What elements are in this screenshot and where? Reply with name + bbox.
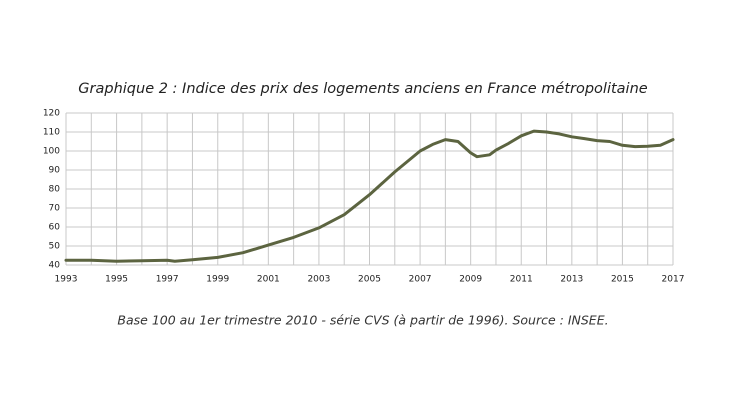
x-tick-label: 2011: [510, 275, 533, 285]
x-tick-label: 2007: [409, 275, 432, 285]
y-tick-label: 50: [49, 242, 61, 252]
x-tick-label: 2009: [459, 275, 482, 285]
x-tick-label: 1995: [105, 275, 128, 285]
x-tick-label: 2015: [611, 275, 634, 285]
y-tick-label: 120: [43, 109, 60, 119]
x-tick-label: 1993: [55, 275, 78, 285]
x-tick-label: 2013: [560, 275, 583, 285]
x-tick-label: 1997: [156, 275, 179, 285]
chart-caption: Base 100 au 1er trimestre 2010 - série C…: [117, 313, 608, 328]
y-tick-label: 80: [49, 185, 61, 195]
y-tick-label: 90: [49, 166, 61, 176]
x-tick-label: 2003: [307, 275, 330, 285]
data-line: [64, 129, 675, 263]
x-tick-label: 1999: [206, 275, 229, 285]
y-tick-label: 100: [43, 147, 60, 157]
x-tick-label: 2017: [662, 275, 685, 285]
chart-title: Graphique 2 : Indice des prix des logeme…: [78, 81, 647, 97]
y-tick-label: 60: [49, 223, 61, 233]
x-tick-label: 2005: [358, 275, 381, 285]
y-tick-label: 110: [43, 128, 60, 138]
x-tick-label: 2001: [257, 275, 280, 285]
y-tick-label: 40: [49, 261, 61, 271]
y-tick-label: 70: [49, 204, 61, 214]
